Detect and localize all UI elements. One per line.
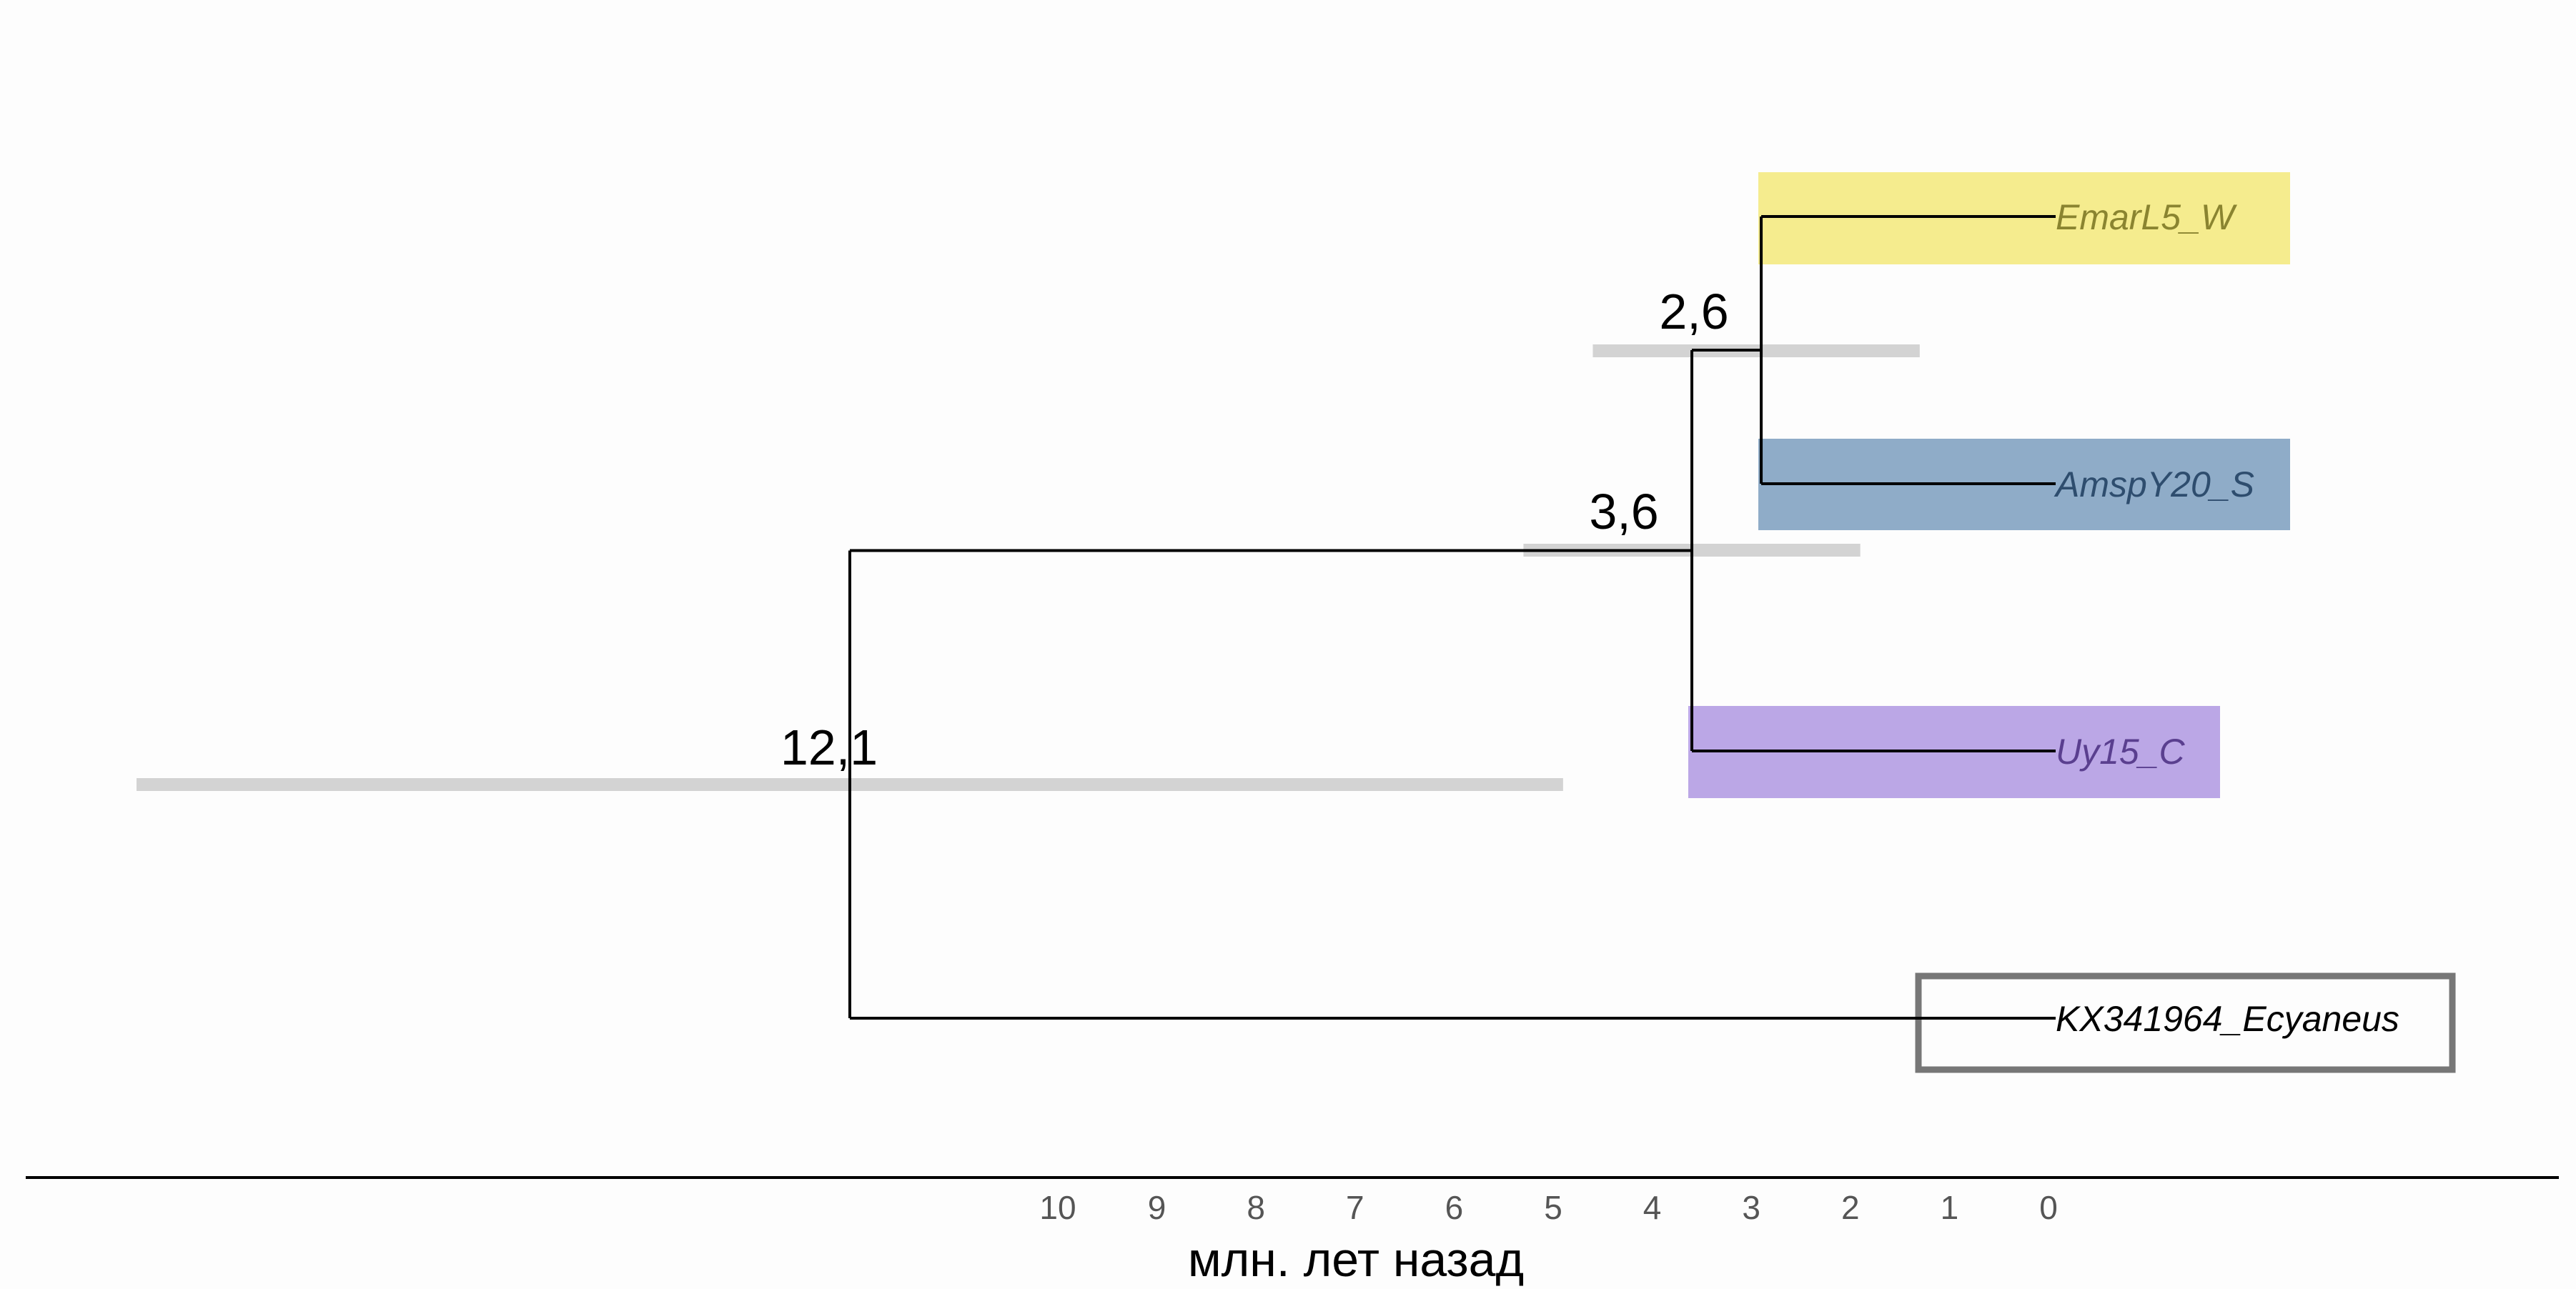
node-age-labels: 2,6 3,6 12,1	[781, 284, 1729, 775]
time-axis: 10 9 8 7 6 5 4 3 2 1 0 млн. лет назад	[26, 1176, 2559, 1287]
hpd-bars	[137, 344, 1920, 791]
x-tick-label: 3	[1742, 1189, 1760, 1226]
tip-label: Uy15_C	[2056, 732, 2186, 772]
tick-labels: 10 9 8 7 6 5 4 3 2 1 0	[1039, 1189, 2057, 1226]
tree-branches	[848, 215, 2056, 1020]
x-tick-label: 1	[1941, 1189, 1959, 1226]
tip-label: AmspY20_S	[2054, 464, 2254, 504]
node-age-label: 2,6	[1659, 284, 1728, 339]
tip-outline-box	[1915, 972, 2456, 1073]
x-tick-label: 10	[1039, 1189, 1076, 1226]
x-tick-label: 4	[1643, 1189, 1662, 1226]
node-age-label: 3,6	[1589, 484, 1658, 539]
x-tick-label: 9	[1148, 1189, 1166, 1226]
tip-label: EmarL5_W	[2056, 197, 2238, 237]
tip-labels: EmarL5_W AmspY20_S Uy15_C KX341964_Ecyaneus	[2054, 197, 2399, 1039]
x-tick-label: 2	[1841, 1189, 1860, 1226]
node-age-label: 12,1	[781, 720, 878, 775]
x-tick-label: 8	[1247, 1189, 1265, 1226]
tip-highlight-box	[1758, 172, 2290, 264]
x-tick-label: 7	[1346, 1189, 1364, 1226]
tip-label: KX341964_Ecyaneus	[2056, 999, 2399, 1039]
x-axis-title: млн. лет назад	[1188, 1233, 1524, 1287]
x-tick-label: 0	[2039, 1189, 2058, 1226]
x-tick-label: 6	[1445, 1189, 1464, 1226]
x-tick-label: 5	[1544, 1189, 1562, 1226]
tip-highlights	[1688, 172, 2456, 1073]
